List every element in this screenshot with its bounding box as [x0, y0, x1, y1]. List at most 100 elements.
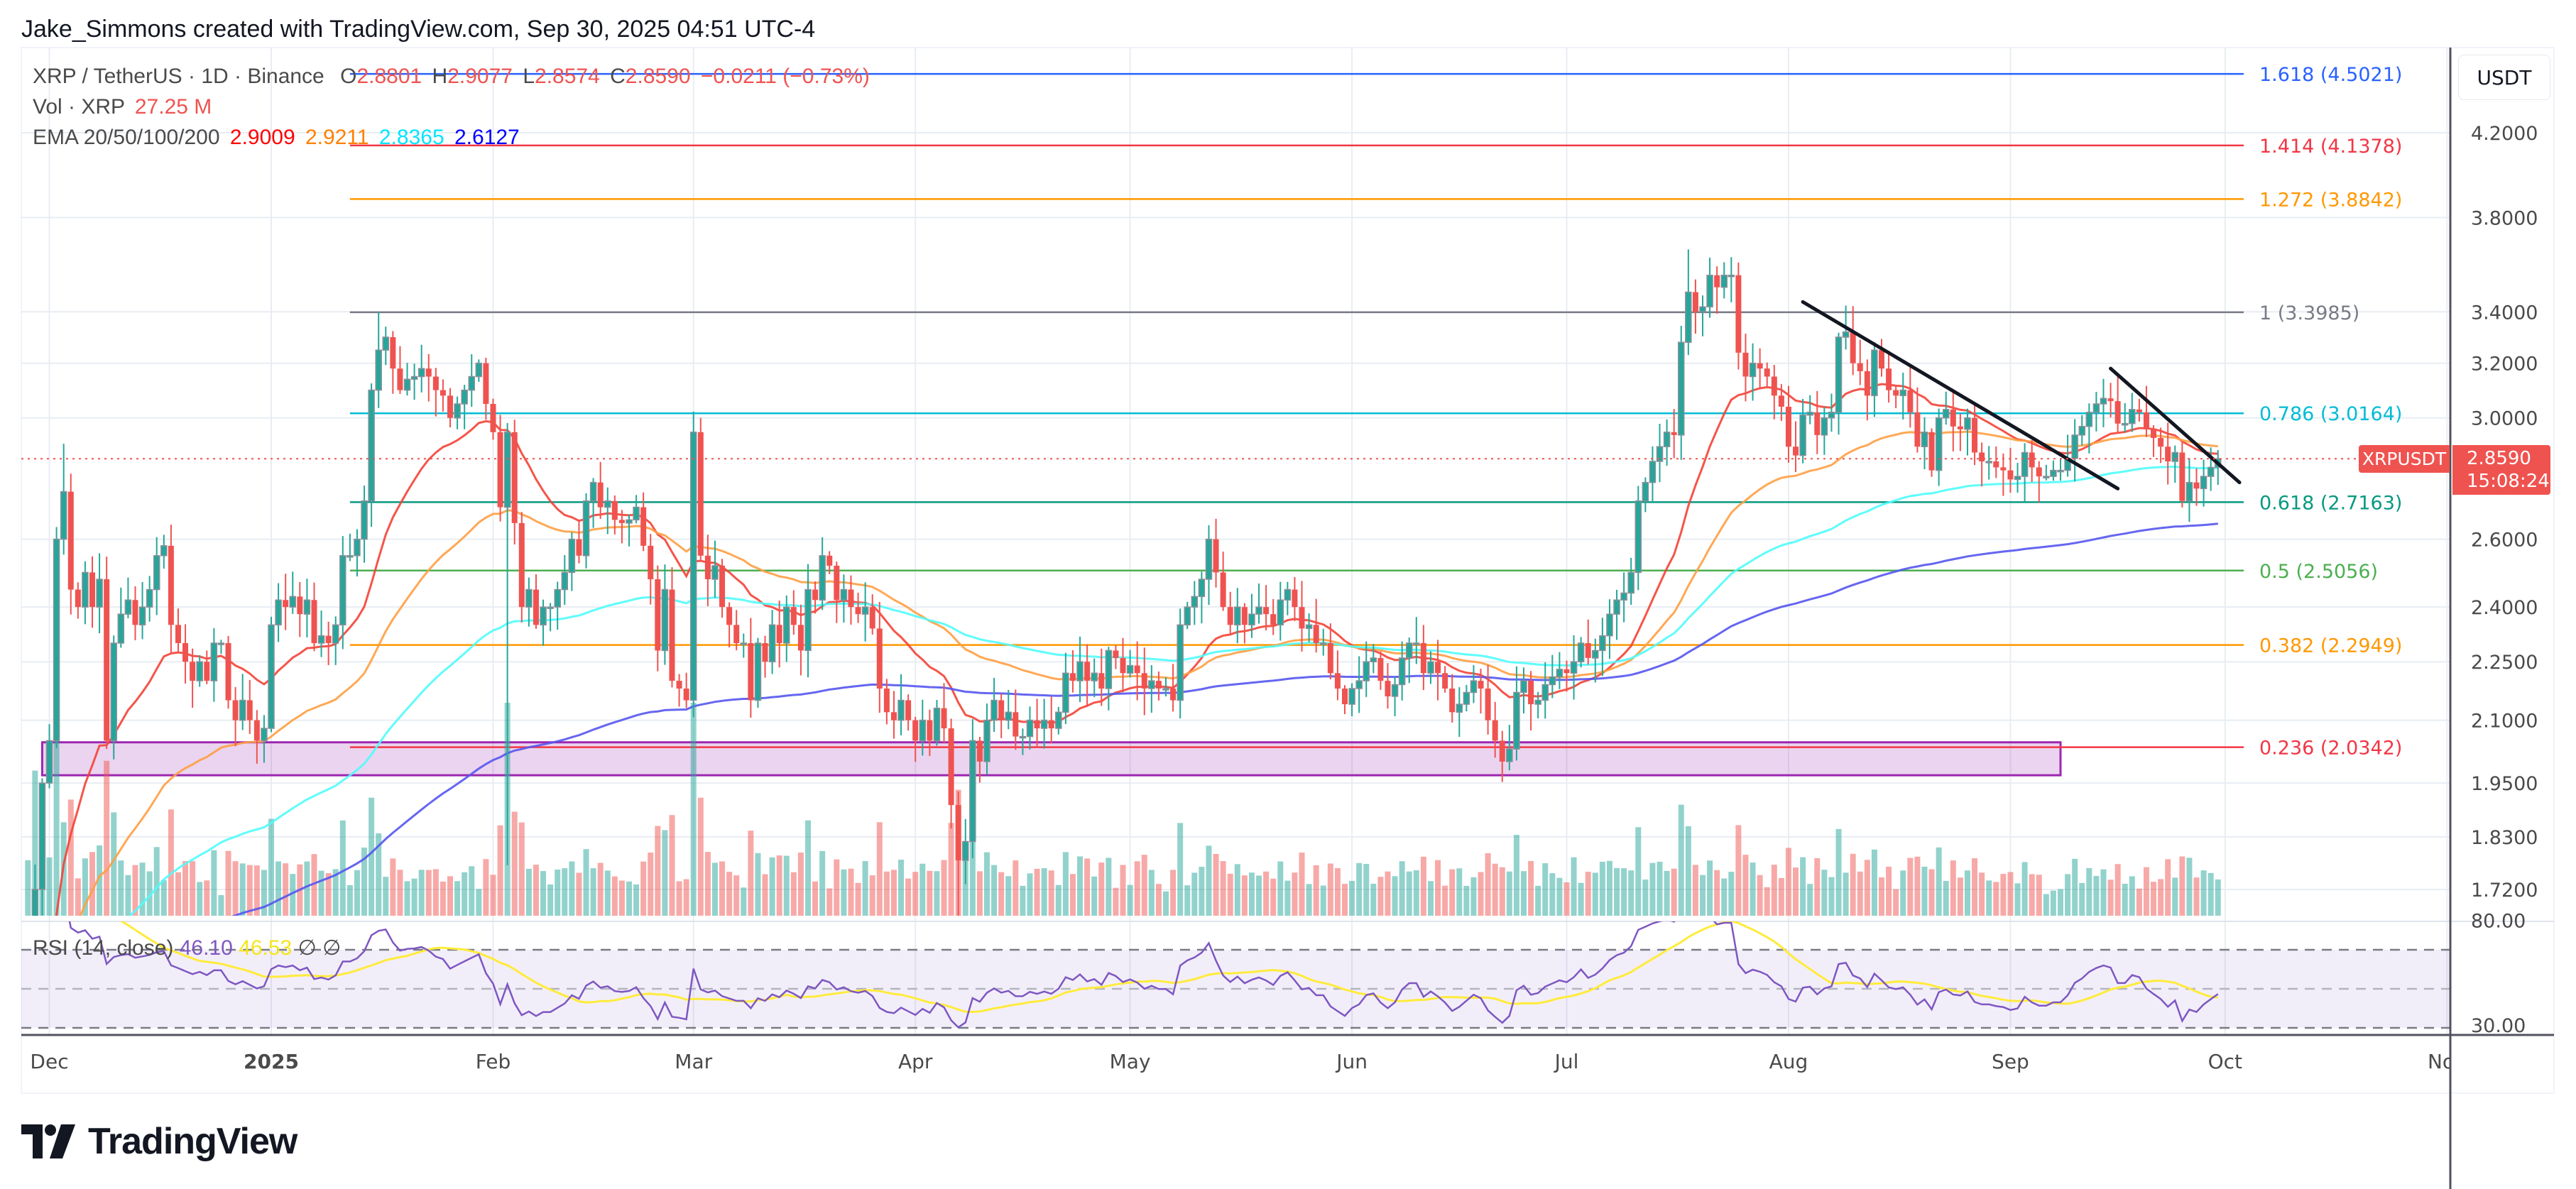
- volume-bar: [583, 849, 589, 916]
- candle-up: [503, 432, 511, 508]
- price-axis[interactable]: 4.2000 3.8000 3.4000 3.2000 3.0000 2.6000 2.40…: [2471, 123, 2538, 1037]
- volume-bar: [776, 855, 782, 916]
- ema-label[interactable]: EMA 20/50/100/200: [33, 126, 220, 149]
- volume-bar: [2143, 867, 2149, 916]
- rsi-ma-value: 46.53: [239, 936, 293, 960]
- volume-bar: [2007, 872, 2014, 916]
- chart-frame: [21, 47, 2555, 1094]
- volume-bar: [369, 797, 375, 916]
- volume-bar: [855, 882, 861, 916]
- candle-down: [1141, 673, 1147, 689]
- volume-bar: [1521, 871, 1527, 916]
- currency-button[interactable]: USDT: [2458, 55, 2550, 100]
- time-tick-label: Sep: [1992, 1050, 2029, 1073]
- volume-bar: [125, 875, 131, 916]
- candle-up: [239, 699, 246, 721]
- candle-down: [998, 700, 1005, 720]
- volume-bar: [1470, 877, 1477, 916]
- candle-down: [927, 720, 933, 741]
- time-axis[interactable]: Dec 2025 Feb Mar Apr May Jun Jul Aug Sep Oct Nov: [30, 1050, 2466, 1073]
- candle-up: [1649, 461, 1657, 483]
- volume-bar: [1657, 861, 1663, 916]
- candle-up: [1363, 661, 1370, 681]
- candle-up: [1871, 349, 1878, 397]
- candle-down: [204, 662, 210, 681]
- last-price-value: 2.8590: [2467, 448, 2531, 469]
- volume-bar: [1843, 872, 1849, 916]
- volume-bar: [218, 895, 224, 916]
- price-tick-label: 2.4000: [2471, 597, 2538, 619]
- ema50-line: [79, 430, 2218, 916]
- volume-bar: [1277, 861, 1284, 916]
- time-tick-label: 2025: [244, 1050, 299, 1073]
- rsi-pane: [21, 921, 2450, 1029]
- candle-up: [417, 368, 425, 378]
- candle-up: [1305, 624, 1313, 630]
- volume-bar: [447, 876, 453, 916]
- volume-bar: [46, 857, 53, 916]
- volume-bar: [1571, 857, 1577, 916]
- candle-down: [1979, 452, 1985, 461]
- rsi-na-1: ∅: [298, 936, 317, 960]
- candle-down: [2179, 452, 2185, 501]
- candle-up: [2200, 476, 2207, 490]
- volume-bar: [383, 877, 389, 916]
- volume-bar: [640, 861, 647, 916]
- chart-credit: Jake_Simmons created with TradingView.co…: [21, 16, 816, 43]
- volume-bar: [2129, 876, 2135, 916]
- candle-up: [1706, 275, 1713, 308]
- volume-bar: [1299, 853, 1305, 916]
- volume-bar: [462, 872, 468, 916]
- volume-bar: [697, 797, 704, 916]
- volume-bar: [1048, 870, 1054, 916]
- candle-down: [2143, 412, 2149, 429]
- volume-bar: [2050, 890, 2056, 916]
- fib-level-label: 1 (3.3985): [2259, 302, 2359, 324]
- candle-up: [217, 642, 225, 645]
- volume-bar: [404, 881, 410, 916]
- volume-label[interactable]: Vol · XRP: [33, 95, 125, 119]
- volume-bar: [834, 859, 840, 916]
- low-value: 2.8574: [535, 65, 600, 88]
- volume-bar: [1900, 870, 1906, 916]
- candle-up: [2121, 422, 2129, 426]
- candle-down: [1385, 681, 1391, 696]
- volume-bar: [425, 870, 432, 916]
- volume-bar: [790, 872, 797, 916]
- candle-up: [289, 596, 296, 608]
- volume-bar: [812, 881, 819, 916]
- candle-down: [697, 432, 704, 556]
- volume-bar: [511, 811, 518, 916]
- volume-bar: [648, 853, 654, 916]
- candle-up: [160, 545, 168, 557]
- time-tick-label: Jul: [1554, 1050, 1579, 1073]
- volume-bar: [253, 865, 260, 916]
- candle-up: [2043, 476, 2050, 478]
- candle-down: [976, 740, 983, 762]
- volume-bar: [1893, 889, 1899, 916]
- candle-down: [1299, 607, 1305, 629]
- candle-up: [1091, 672, 1098, 681]
- symbol-title[interactable]: XRP / TetherUS · 1D · Binance: [33, 65, 324, 88]
- candle-up: [45, 740, 53, 784]
- candle-down: [576, 539, 582, 556]
- candle-up: [990, 699, 998, 721]
- candle-down: [1113, 650, 1119, 658]
- volume-bar: [1864, 860, 1870, 916]
- candle-down: [941, 708, 947, 729]
- candle-up: [2092, 403, 2100, 413]
- candle-up: [754, 642, 762, 701]
- volume-bar: [1406, 871, 1412, 916]
- candle-down: [1327, 642, 1333, 674]
- candle-up: [117, 613, 125, 644]
- volume-bar: [261, 870, 267, 916]
- volume-bar: [1392, 876, 1398, 916]
- candle-down: [704, 555, 711, 580]
- candle-down: [1034, 720, 1040, 729]
- tradingview-logo[interactable]: TradingView: [21, 1120, 298, 1163]
- volume-bar: [597, 862, 604, 916]
- volume-bar: [1163, 891, 1169, 916]
- volume-bar: [1936, 847, 1942, 916]
- rsi-label[interactable]: RSI (14, close): [33, 936, 174, 960]
